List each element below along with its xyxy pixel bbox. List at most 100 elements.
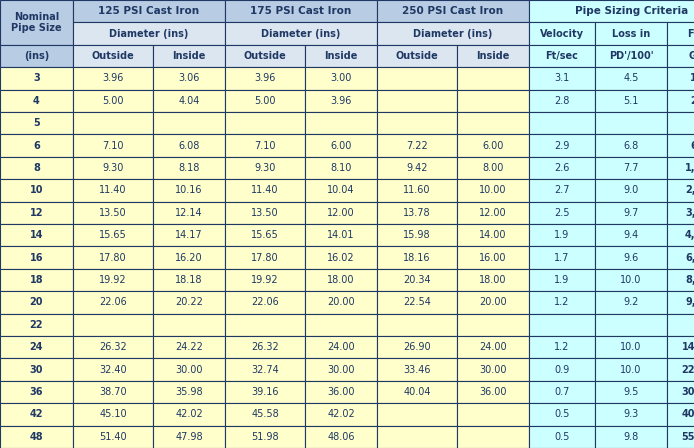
Bar — [457, 291, 529, 314]
Text: 36.00: 36.00 — [328, 387, 355, 397]
Bar — [595, 202, 667, 224]
Text: 10.00: 10.00 — [480, 185, 507, 195]
Bar — [377, 381, 457, 403]
Bar — [305, 269, 377, 291]
Bar — [0, 426, 73, 448]
Text: (ins): (ins) — [24, 51, 49, 61]
Bar — [0, 358, 73, 381]
Text: Outside: Outside — [396, 51, 439, 61]
Text: 20.00: 20.00 — [479, 297, 507, 307]
Text: 14.00: 14.00 — [480, 230, 507, 240]
Bar — [529, 336, 595, 358]
Bar — [305, 67, 377, 90]
Text: 18.16: 18.16 — [403, 253, 431, 263]
Bar — [667, 426, 694, 448]
Bar — [0, 134, 73, 157]
Text: 6.00: 6.00 — [330, 141, 352, 151]
Text: 4: 4 — [33, 96, 40, 106]
Bar — [667, 90, 694, 112]
Text: 9,000: 9,000 — [685, 297, 694, 307]
Text: 18.00: 18.00 — [328, 275, 355, 285]
Bar — [667, 22, 694, 45]
Bar — [457, 45, 529, 67]
Bar — [73, 67, 153, 90]
Bar — [595, 157, 667, 179]
Text: 47.98: 47.98 — [175, 432, 203, 442]
Bar — [529, 112, 595, 134]
Text: 30.00: 30.00 — [176, 365, 203, 375]
Text: 12.00: 12.00 — [479, 208, 507, 218]
Text: 20.34: 20.34 — [403, 275, 431, 285]
Bar — [529, 179, 595, 202]
Bar — [73, 291, 153, 314]
Text: 15.65: 15.65 — [251, 230, 279, 240]
Bar — [667, 358, 694, 381]
Text: 600: 600 — [691, 141, 694, 151]
Bar — [153, 112, 225, 134]
Bar — [529, 291, 595, 314]
Bar — [305, 291, 377, 314]
Bar — [305, 403, 377, 426]
Bar — [305, 157, 377, 179]
Text: 26.32: 26.32 — [99, 342, 127, 352]
Bar — [377, 202, 457, 224]
Bar — [377, 134, 457, 157]
Text: 20.00: 20.00 — [327, 297, 355, 307]
Bar — [73, 403, 153, 426]
Text: 2.6: 2.6 — [555, 163, 570, 173]
Text: 22,000: 22,000 — [682, 365, 694, 375]
Text: 33.46: 33.46 — [403, 365, 431, 375]
Text: 8,000: 8,000 — [685, 275, 694, 285]
Bar — [225, 134, 305, 157]
Bar — [595, 381, 667, 403]
Bar — [153, 45, 225, 67]
Bar — [377, 426, 457, 448]
Bar — [529, 134, 595, 157]
Text: 40.04: 40.04 — [403, 387, 431, 397]
Bar — [595, 426, 667, 448]
Text: 30,000: 30,000 — [682, 387, 694, 397]
Bar — [595, 112, 667, 134]
Bar — [73, 134, 153, 157]
Bar — [305, 381, 377, 403]
Text: 5: 5 — [33, 118, 40, 128]
Text: 6: 6 — [33, 141, 40, 151]
Text: Nominal
Pipe Size: Nominal Pipe Size — [11, 12, 62, 33]
Text: 3.96: 3.96 — [254, 73, 276, 83]
Bar — [153, 157, 225, 179]
Text: 22: 22 — [30, 320, 43, 330]
Bar — [73, 0, 225, 22]
Text: Flow: Flow — [688, 29, 694, 39]
Bar — [73, 269, 153, 291]
Text: 0.5: 0.5 — [555, 432, 570, 442]
Text: 35.98: 35.98 — [175, 387, 203, 397]
Text: 40,000: 40,000 — [682, 409, 694, 419]
Text: 32.74: 32.74 — [251, 365, 279, 375]
Bar — [457, 381, 529, 403]
Text: 26.32: 26.32 — [251, 342, 279, 352]
Text: 6.00: 6.00 — [482, 141, 504, 151]
Bar — [667, 134, 694, 157]
Text: 14,000: 14,000 — [682, 342, 694, 352]
Bar — [225, 291, 305, 314]
Bar — [457, 157, 529, 179]
Text: Velocity: Velocity — [540, 29, 584, 39]
Text: 9.7: 9.7 — [623, 208, 638, 218]
Bar — [529, 426, 595, 448]
Bar — [667, 202, 694, 224]
Bar — [305, 314, 377, 336]
Bar — [225, 269, 305, 291]
Bar — [377, 22, 529, 45]
Bar — [73, 224, 153, 246]
Text: 9.5: 9.5 — [623, 387, 638, 397]
Bar — [529, 269, 595, 291]
Bar — [153, 314, 225, 336]
Text: 10.16: 10.16 — [176, 185, 203, 195]
Bar — [225, 202, 305, 224]
Text: 0.7: 0.7 — [555, 387, 570, 397]
Bar — [529, 403, 595, 426]
Bar — [595, 358, 667, 381]
Text: 1.9: 1.9 — [555, 275, 570, 285]
Bar — [225, 358, 305, 381]
Bar — [0, 90, 73, 112]
